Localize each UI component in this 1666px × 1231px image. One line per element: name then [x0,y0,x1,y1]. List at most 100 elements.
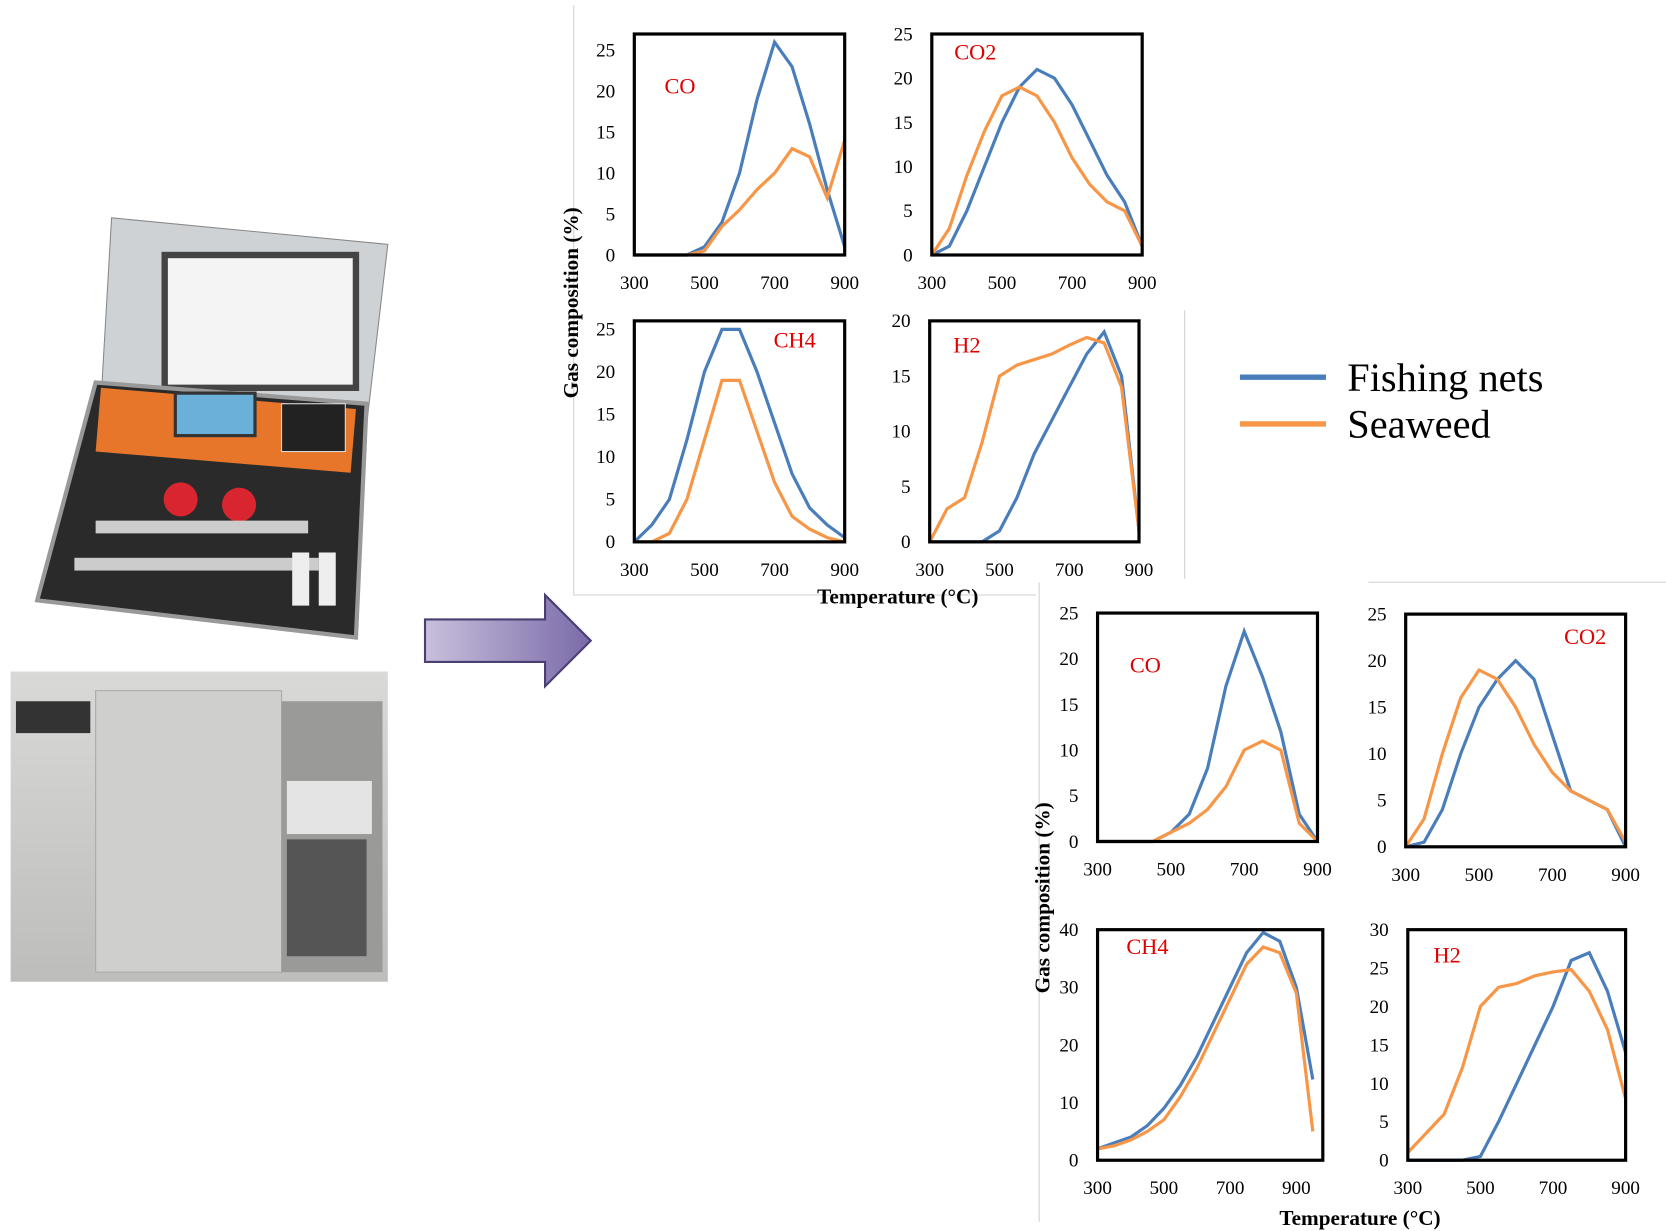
x-tick-label: 700 [1216,1178,1245,1199]
y-tick-label: 25 [596,41,615,62]
y-tick-label: 0 [1069,1151,1079,1172]
y-tick-label: 20 [1367,651,1386,672]
y-tick-label: 30 [1059,978,1078,999]
series-line [931,67,1144,257]
x-tick-label: 300 [620,273,649,294]
x-tick-label: 900 [1303,859,1332,880]
y-tick-label: 0 [1379,1151,1389,1172]
series-line [930,85,1144,256]
series-line [634,378,846,544]
y-tick-label: 15 [596,123,615,144]
y-tick-label: 15 [1370,1035,1389,1056]
analyzer-photo [34,217,389,640]
y-tick-label: 25 [1059,603,1078,624]
x-tick-label: 900 [830,560,859,581]
plot-frame [1406,928,1628,1162]
x-tick-label: 700 [1058,273,1087,294]
y-tick-label: 25 [1370,958,1389,979]
series-line [1097,930,1315,1151]
x-tick-label: 700 [1230,859,1259,880]
y-tick-label: 10 [894,157,913,178]
series-line [1097,945,1315,1151]
series-line [929,328,1141,544]
x-tick-label: 500 [690,560,719,581]
series-line [1097,739,1319,844]
plot-frame [1095,611,1320,844]
plot-frame [928,319,1141,544]
x-tick-label: 500 [985,560,1014,581]
x-tick-label: 900 [830,273,859,294]
y-tick-label: 10 [596,164,615,185]
series-line [634,139,847,257]
y-tick-label: 20 [596,362,615,383]
y-tick-label: 20 [891,311,910,332]
group-frame [573,5,1666,1222]
plot-frame [632,319,847,544]
y-tick-label: 0 [901,532,911,553]
x-tick-label: 300 [1391,865,1420,886]
y-tick-label: 10 [1370,1074,1389,1095]
y-tick-label: 5 [606,490,616,511]
y-axis-title: Gas composition (%) [1031,802,1055,993]
x-tick-label: 300 [1393,1178,1422,1199]
y-tick-label: 5 [1379,1112,1389,1133]
series-line [1404,667,1628,848]
series-line [1405,658,1628,849]
x-tick-label: 500 [690,273,719,294]
gas-label: CH4 [1126,934,1168,959]
series-line [1406,967,1628,1154]
plot-frame [632,32,847,257]
y-tick-label: 0 [606,532,616,553]
x-tick-label: 700 [1055,560,1084,581]
y-tick-label: 0 [606,245,616,266]
gas-label: CO [665,73,696,98]
y-tick-label: 25 [894,24,913,45]
plot-frame [930,32,1144,257]
y-tick-label: 5 [903,201,913,222]
y-tick-label: 15 [894,113,913,134]
y-tick-label: 0 [1069,832,1079,853]
y-tick-label: 10 [596,447,615,468]
x-tick-label: 300 [1083,859,1112,880]
gas-label: CO [1130,653,1161,678]
x-tick-label: 500 [1466,1178,1495,1199]
x-tick-label: 900 [1128,273,1157,294]
arrow [423,592,593,689]
x-tick-label: 500 [1149,1178,1178,1199]
x-tick-label: 700 [760,273,789,294]
x-tick-label: 500 [1465,865,1494,886]
y-tick-label: 10 [1367,744,1386,765]
x-axis-title: Temperature (°C) [1279,1206,1440,1230]
series-line [633,327,846,544]
gas-label: CO2 [1564,624,1606,649]
y-axis-title: Gas composition (%) [559,207,583,398]
x-tick-label: 900 [1125,560,1154,581]
y-tick-label: 15 [891,366,910,387]
x-tick-label: 700 [1538,865,1567,886]
y-tick-label: 15 [1367,698,1386,719]
x-axis-title: Temperature (°C) [817,584,978,608]
y-tick-label: 20 [894,69,913,90]
y-tick-label: 5 [901,477,911,498]
plot-frame [1095,928,1325,1162]
y-tick-label: 10 [891,422,910,443]
x-tick-label: 300 [915,560,944,581]
y-tick-label: 20 [1059,1035,1078,1056]
y-tick-label: 10 [1059,1093,1078,1114]
legend-label: Seaweed [1347,402,1490,447]
gas-label: CH4 [774,327,816,352]
y-tick-label: 25 [596,320,615,341]
y-tick-label: 25 [1367,604,1386,625]
y-tick-label: 30 [1370,920,1389,941]
x-tick-label: 300 [620,560,649,581]
y-tick-label: 10 [1059,740,1078,761]
series-line [928,335,1141,543]
y-tick-label: 5 [1069,786,1079,807]
x-tick-label: 700 [760,560,789,581]
x-tick-label: 900 [1611,1178,1640,1199]
y-tick-label: 0 [1377,837,1387,858]
gas-label: H2 [953,333,980,358]
y-tick-label: 15 [1059,695,1078,716]
x-tick-label: 500 [1157,859,1186,880]
